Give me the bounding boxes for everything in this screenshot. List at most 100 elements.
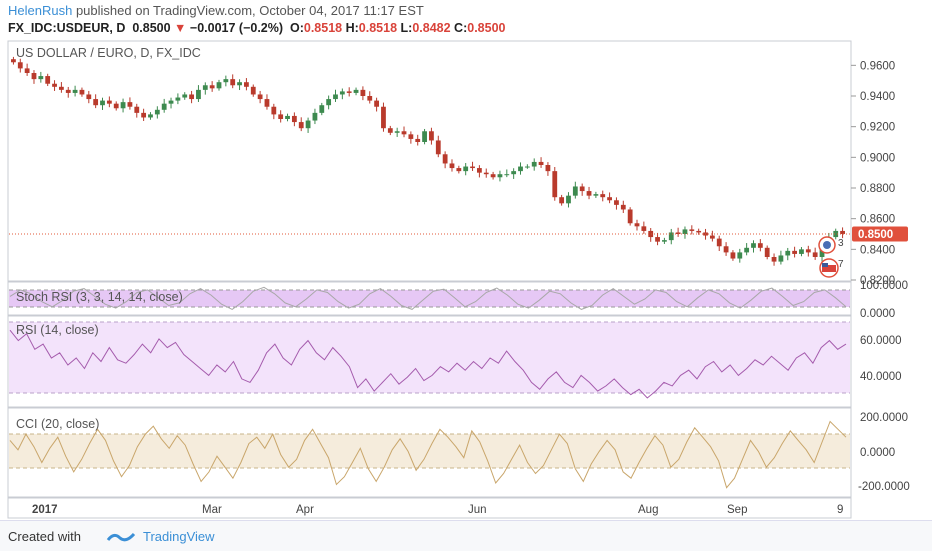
- candle-body: [353, 89, 359, 93]
- x-tick-apr: Apr: [296, 504, 314, 516]
- candle-body: [504, 174, 510, 176]
- rsi-band-fill: [9, 322, 850, 393]
- candle-body: [607, 197, 612, 201]
- candle-body: [106, 100, 112, 104]
- candle-body: [278, 114, 284, 119]
- candle-body: [381, 106, 386, 129]
- price-tick-label: 0.9400: [860, 91, 895, 103]
- candle-body: [579, 186, 585, 192]
- candle-body: [285, 115, 290, 119]
- candle-body: [648, 230, 654, 238]
- candle-body: [442, 154, 448, 164]
- candle-body: [559, 197, 565, 204]
- candle-body: [154, 109, 160, 115]
- candle-body: [113, 103, 119, 109]
- candle-body: [524, 166, 530, 168]
- candle-body: [360, 89, 366, 96]
- author-link[interactable]: HelenRush: [8, 3, 73, 18]
- price-axis[interactable]: 0.9600 0.9400 0.9200 0.9000 0.8800 0.8600 0.84…: [851, 60, 895, 287]
- candle-body: [367, 96, 373, 101]
- candle-body: [627, 209, 633, 224]
- candle-body: [682, 229, 688, 234]
- x-tick-2017: 2017: [32, 504, 58, 516]
- rsi-series: [9, 329, 847, 399]
- candle-body: [531, 161, 537, 167]
- candle-body: [737, 252, 743, 259]
- candle-body: [415, 138, 421, 142]
- candle-body: [148, 114, 153, 118]
- candle-body: [223, 79, 229, 83]
- candle-body: [689, 229, 695, 231]
- candle-body: [65, 89, 71, 93]
- candle-body: [662, 240, 667, 242]
- candle-body: [696, 230, 702, 233]
- tradingview-logo-icon[interactable]: [106, 530, 136, 544]
- candle-body: [764, 247, 770, 257]
- candle-body: [709, 235, 715, 239]
- price-tick-label: 0.8200: [860, 275, 895, 287]
- candle-body: [655, 237, 660, 242]
- candle-body: [476, 168, 482, 173]
- chart-canvas[interactable]: US DOLLAR / EURO, D, FX_IDC Stoch RSI (3…: [0, 0, 932, 520]
- candle-body: [298, 122, 304, 129]
- candle-body: [175, 97, 181, 101]
- x-tick-9: 9: [837, 504, 843, 516]
- candle-body: [435, 140, 441, 155]
- main-pane[interactable]: [7, 40, 852, 282]
- candle-body: [230, 79, 236, 86]
- open-label: O:: [289, 21, 304, 35]
- price-tick-label: 0.8600: [860, 214, 895, 226]
- cci-series: [9, 420, 847, 489]
- candle-body: [771, 257, 777, 262]
- flag-canton-icon: [822, 263, 828, 267]
- stoch-rsi-series: [9, 286, 847, 310]
- stoch-tick-100: 100.0000: [860, 280, 908, 292]
- candle-body: [641, 226, 647, 231]
- candle-body: [387, 128, 393, 133]
- candle-body: [511, 171, 517, 175]
- candle-body: [312, 112, 318, 121]
- candle-body: [723, 246, 729, 253]
- candle-body: [31, 73, 37, 80]
- candle-body: [120, 102, 126, 109]
- x-tick-sep: Sep: [727, 504, 747, 516]
- candle-body: [833, 230, 839, 238]
- published-text: published on TradingView.com, October 04…: [75, 3, 424, 18]
- candle-body: [72, 89, 78, 93]
- candle-body: [86, 94, 92, 100]
- candle-body: [572, 186, 578, 196]
- publish-info: HelenRush published on TradingView.com, …: [8, 3, 424, 18]
- candle-body: [785, 250, 791, 256]
- candle-body: [593, 194, 599, 196]
- candle-body: [394, 131, 400, 133]
- high-label: H:: [345, 21, 359, 35]
- price-tick-label: 0.8800: [860, 183, 895, 195]
- time-axis[interactable]: [7, 497, 852, 519]
- open-value: 0.8518: [303, 21, 343, 35]
- close-label: C:: [454, 21, 468, 35]
- tradingview-link[interactable]: TradingView: [143, 529, 215, 544]
- candle-body: [614, 200, 619, 205]
- candle-body: [819, 249, 825, 257]
- candle-body: [751, 243, 756, 248]
- candle-body: [58, 86, 64, 90]
- main-pane-title: US DOLLAR / EURO, D, FX_IDC: [16, 46, 201, 60]
- candle-body: [45, 76, 51, 84]
- last-price-tag: [852, 226, 908, 242]
- candle-body: [483, 172, 489, 175]
- symbol-name: FX_IDC:USDEUR, D: [8, 21, 126, 35]
- indicator-line: [9, 329, 847, 399]
- price-tick-label: 0.9000: [860, 152, 895, 164]
- candle-body: [716, 238, 722, 247]
- ideas-count: 3: [838, 238, 844, 249]
- indicator-line: [9, 286, 847, 310]
- price-tick-label: 0.8400: [860, 244, 895, 256]
- close-value: 0.8500: [467, 21, 506, 35]
- candle-body: [305, 120, 311, 129]
- stoch-rsi-title: Stoch RSI (3, 3, 14, 14, close): [16, 290, 183, 304]
- candle-body: [497, 174, 503, 178]
- x-tick-mar: Mar: [202, 504, 222, 516]
- candle-body: [456, 168, 462, 172]
- candle-body: [757, 243, 763, 248]
- candle-body: [799, 249, 804, 254]
